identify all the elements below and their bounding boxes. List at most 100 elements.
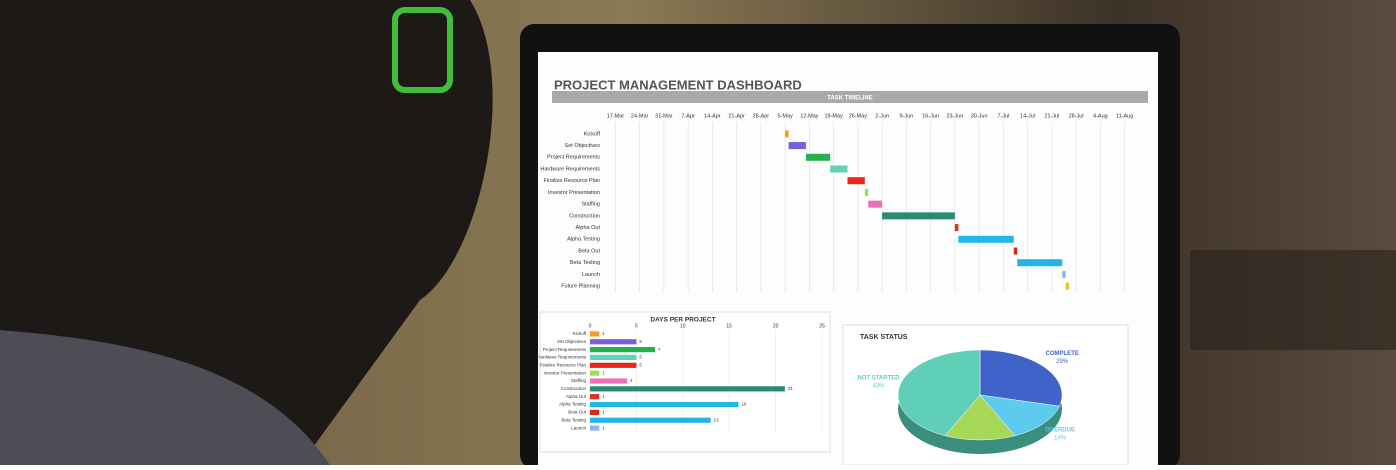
x-tick-label: 14-Jul [1020,113,1035,119]
bar [590,401,739,408]
dashboard-title: PROJECT MANAGEMENT DASHBOARD [554,77,802,92]
slice-value: 29% [1056,359,1069,365]
x-tick-label: 21-Apr [728,113,745,119]
task-bar [882,212,955,220]
task-bar [864,188,869,196]
task-bar [868,200,883,208]
value-label: 21 [788,386,794,391]
x-tick-label: 28-Apr [753,113,770,119]
value-label: 1 [602,370,605,375]
panel [539,311,831,453]
x-tick-label: 15 [726,323,732,329]
task-label: Construction [569,213,600,219]
x-tick-label: 28-Jul [1069,113,1084,119]
bar [590,386,785,392]
category-label: Kickoff [573,331,587,336]
task-label: Beta Out [578,248,600,254]
task-label: Set Objectives [565,143,601,149]
category-label: Investor Presentation [543,370,586,375]
value-label: 13 [714,417,720,422]
value-label: 5 [639,355,642,360]
x-tick-label: 0 [589,323,592,329]
bar [590,378,628,384]
pie-slice [979,349,1063,407]
task-label: Hardware Requirements [540,166,600,172]
header-band [552,91,1148,103]
x-tick-label: 7-Jul [997,113,1009,119]
x-tick-label: 14-Apr [704,113,721,119]
category-label: Alpha Out [566,394,587,399]
task-label: Future Planning [561,284,600,290]
x-tick-label: 12-May [800,113,819,119]
task-label: Staffing [581,202,600,208]
bar [590,339,637,345]
task-bar [788,142,806,150]
task-label: Alpha Out [576,225,601,231]
value-label: 1 [602,410,605,415]
bar [590,362,637,368]
value-label: 5 [639,339,642,344]
category-label: Beta Testing [561,417,586,422]
x-tick-label: 26-May [849,113,868,119]
bar [590,354,637,361]
task-bar [958,235,1014,243]
category-label: Alpha Testing [559,402,586,407]
pie-slice [897,349,981,436]
x-tick-label: 30-Jun [971,113,988,119]
task-bar [805,153,831,161]
task-bar [785,130,789,138]
category-label: Beta Out [568,410,587,415]
x-tick-label: 10 [680,323,686,329]
x-tick-label: 23-Jun [946,113,963,119]
value-label: 5 [639,362,642,367]
x-tick-label: 31-Mar [655,113,673,119]
x-tick-label: 4-Aug [1093,113,1108,119]
glasses [392,7,453,93]
x-tick-label: 7-Apr [681,113,695,119]
task-bar [1065,282,1070,290]
task-label: Kickoff [584,131,601,137]
pie-slice [944,394,1016,441]
x-tick-label: 5-May [777,113,793,119]
x-tick-label: 24-Mar [631,113,649,119]
bar [590,370,600,376]
x-tick-label: 16-Jun [922,113,939,119]
x-tick-label: 25 [819,323,825,329]
bar [590,347,655,353]
task-label: Alpha Testing [567,237,600,243]
task-bar [1062,270,1066,278]
chart-title: DAYS PER PROJECT [650,317,715,324]
bar [590,425,600,431]
chart-title: TASK TIMELINE [827,96,873,102]
bar [590,394,600,400]
x-tick-label: 9-Jun [899,113,913,119]
slice-value: 14% [1054,435,1067,441]
x-tick-label: 21-Jul [1044,113,1059,119]
bar [590,409,600,415]
task-label: Launch [582,272,600,278]
slice-value: 43% [872,383,885,389]
value-label: 1 [602,425,605,430]
x-tick-label: 17-Mar [607,113,625,119]
category-label: Set Objectives [557,339,587,344]
slice-label: NOT STARTED [857,375,900,381]
person-shoulder [0,330,330,465]
task-label: Project Requirements [547,155,600,161]
category-label: Staffing [571,378,587,383]
bar [590,417,711,423]
task-bar [830,165,848,173]
x-tick-label: 19-May [824,113,843,119]
category-label: Construction [561,386,587,391]
task-label: Finalize Resource Plan [543,178,600,184]
task-bar [1013,247,1018,255]
task-bar [847,177,865,185]
task-label: Investor Presentation [548,190,600,196]
category-label: Hardware Requirements [537,355,587,360]
bar [590,331,600,337]
category-label: Project Requirements [543,347,587,352]
category-label: Finalize Resource Plan [540,362,587,367]
chart-title: TASK STATUS [860,334,908,341]
task-bar [954,224,959,232]
value-label: 1 [602,331,605,336]
